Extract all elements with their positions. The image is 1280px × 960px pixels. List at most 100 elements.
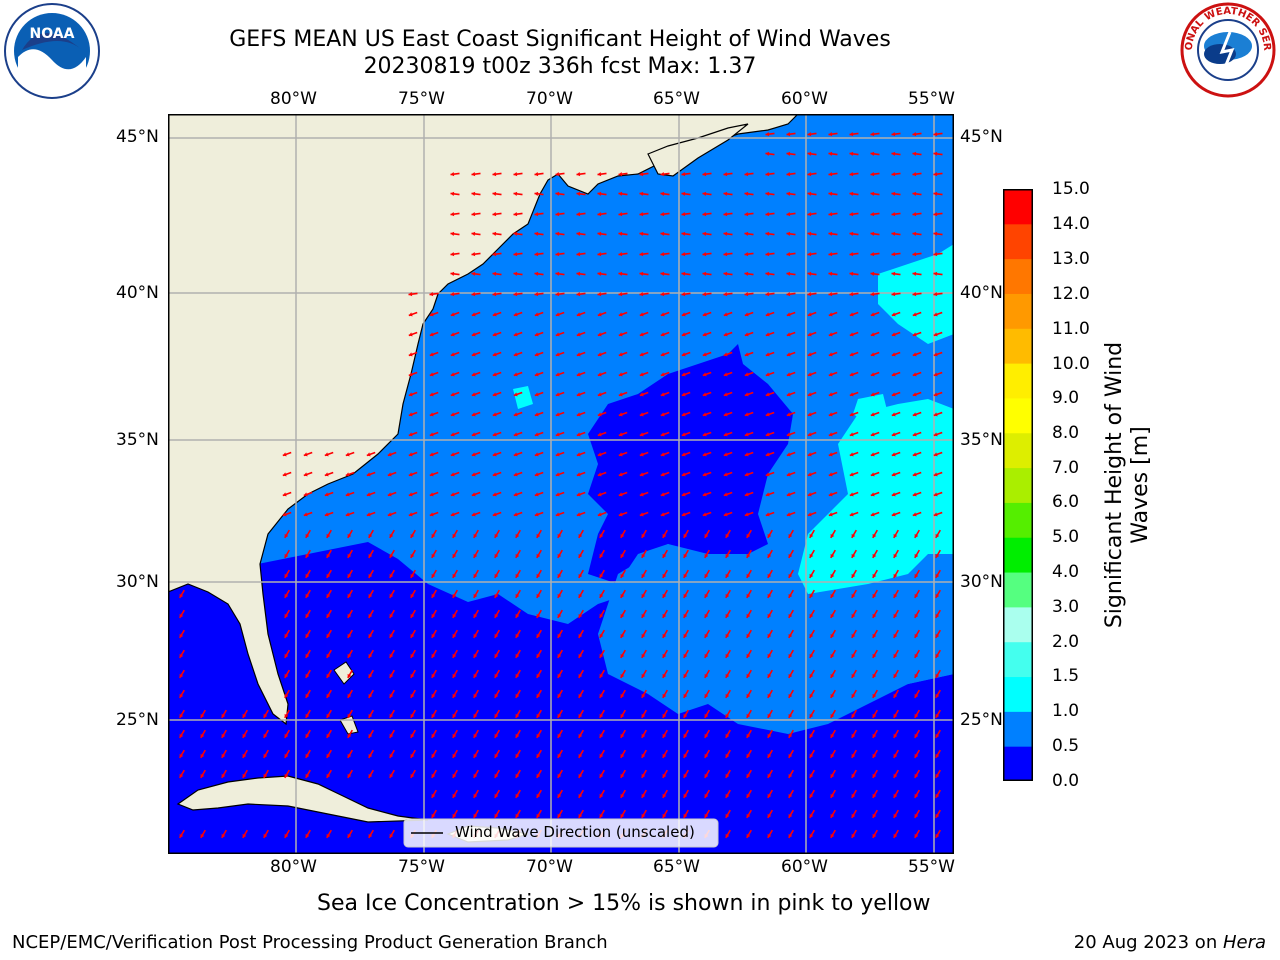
wind-arrow-head	[620, 553, 625, 558]
wind-arrow-head	[765, 452, 770, 457]
wind-arrow-head	[914, 593, 919, 598]
wind-arrow-head	[492, 172, 497, 177]
wind-arrow-head	[326, 653, 331, 658]
noaa-logo-text: NOAA	[30, 26, 75, 42]
wind-arrow-head	[723, 271, 728, 276]
wind-arrow-head	[851, 733, 856, 738]
wind-arrow-head	[723, 372, 728, 377]
wind-arrow-head	[494, 653, 499, 658]
wind-arrow-head	[767, 573, 772, 578]
wind-arrow-head	[452, 813, 457, 818]
wind-arrow-head	[725, 553, 730, 558]
wind-arrow-head	[788, 573, 793, 578]
wind-arrow-head	[872, 813, 877, 818]
wind-arrow-head	[345, 472, 350, 477]
wind-arrow-head	[494, 573, 499, 578]
wind-arrow-head	[683, 573, 688, 578]
wind-arrow-head	[744, 452, 749, 457]
wind-arrow-head	[200, 833, 205, 838]
wind-arrow-head	[410, 733, 415, 738]
wind-arrow-head	[767, 773, 772, 778]
wind-arrow-head	[725, 613, 730, 618]
wind-arrow-head	[830, 733, 835, 738]
wind-arrow-head	[851, 533, 856, 538]
wind-arrow-head	[723, 492, 728, 497]
wind-arrow-head	[807, 132, 812, 137]
colorbar-tick: 10.0	[1052, 354, 1090, 374]
wind-arrow-head	[809, 713, 814, 718]
wind-arrow-head	[809, 553, 814, 558]
wind-arrow-head	[765, 151, 770, 156]
wind-arrow-head	[597, 472, 602, 477]
wind-arrow-head	[555, 352, 560, 357]
wind-arrow-head	[471, 412, 476, 417]
wind-arrow-head	[431, 613, 436, 618]
wind-arrow-head	[872, 713, 877, 718]
wind-arrow-head	[494, 533, 499, 538]
wind-arrow-head	[576, 292, 581, 297]
wind-arrow-head	[828, 492, 833, 497]
wind-arrow-head	[534, 392, 539, 397]
wind-arrow-head	[893, 533, 898, 538]
wind-arrow-head	[452, 693, 457, 698]
wind-arrow-head	[786, 352, 791, 357]
wind-arrow-head	[368, 633, 373, 638]
wind-arrow-head	[599, 713, 604, 718]
wind-arrow-head	[513, 212, 518, 217]
wind-arrow-head	[471, 392, 476, 397]
wind-arrow-head	[830, 613, 835, 618]
wind-arrow-head	[809, 793, 814, 798]
wind-arrow-head	[683, 593, 688, 598]
wind-arrow-head	[555, 472, 560, 477]
wind-arrow-head	[473, 793, 478, 798]
wind-arrow-head	[599, 773, 604, 778]
wind-arrow-head	[345, 492, 350, 497]
wind-arrow-head	[767, 733, 772, 738]
wind-arrow-head	[725, 593, 730, 598]
wind-arrow-head	[933, 412, 938, 417]
wind-arrow-head	[576, 332, 581, 337]
wind-arrow-head	[597, 231, 602, 236]
wind-arrow-head	[767, 613, 772, 618]
wind-arrow-head	[893, 773, 898, 778]
colorbar-tick: 11.0	[1052, 319, 1090, 339]
wind-arrow-head	[534, 472, 539, 477]
wind-arrow-head	[935, 653, 940, 658]
wind-arrow-head	[828, 352, 833, 357]
wind-arrow-head	[851, 653, 856, 658]
wind-arrow-head	[326, 613, 331, 618]
wind-arrow-head	[431, 553, 436, 558]
wind-arrow-head	[662, 753, 667, 758]
wind-arrow-head	[849, 172, 854, 177]
wind-arrow-head	[788, 833, 793, 838]
wind-arrow-head	[557, 773, 562, 778]
sea-ice-note: Sea Ice Concentration > 15% is shown in …	[317, 891, 931, 916]
wind-arrow-head	[891, 452, 896, 457]
wind-arrow-head	[282, 492, 287, 497]
wind-arrow-head	[851, 713, 856, 718]
wind-arrow-head	[557, 753, 562, 758]
wind-arrow-head	[851, 573, 856, 578]
wind-arrow-head	[704, 773, 709, 778]
wind-arrow-head	[536, 793, 541, 798]
wind-arrow-head	[242, 713, 247, 718]
wind-arrow-head	[704, 713, 709, 718]
lon-label-top: 55°W	[908, 89, 955, 109]
wind-arrow-head	[303, 512, 308, 517]
wind-arrow-head	[849, 352, 854, 357]
wind-arrow-head	[599, 533, 604, 538]
wind-arrow-head	[515, 693, 520, 698]
wind-arrow-head	[366, 512, 371, 517]
wind-arrow-head	[849, 432, 854, 437]
wind-arrow-head	[723, 332, 728, 337]
wind-arrow-head	[807, 292, 812, 297]
wind-arrow-head	[179, 693, 184, 698]
wind-arrow-head	[639, 332, 644, 337]
wind-arrow-head	[305, 713, 310, 718]
wind-arrow-head	[284, 693, 289, 698]
wind-arrow-head	[641, 533, 646, 538]
wind-arrow-head	[807, 271, 812, 276]
wind-arrow-head	[345, 512, 350, 517]
wind-arrow-head	[450, 392, 455, 397]
wind-arrow-head	[263, 773, 268, 778]
